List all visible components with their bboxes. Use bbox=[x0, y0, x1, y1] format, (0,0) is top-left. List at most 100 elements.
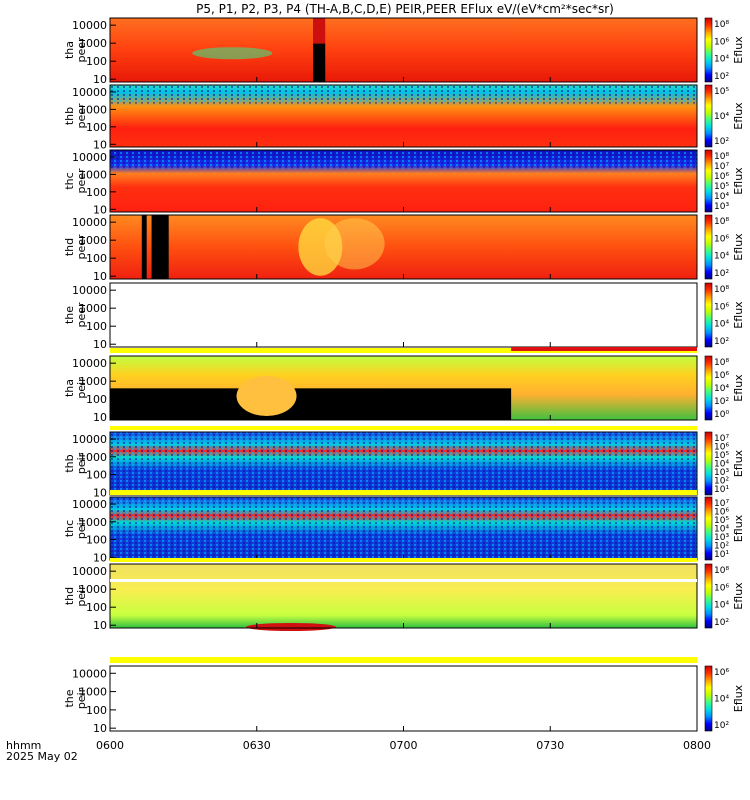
y-tick-label: 10 bbox=[93, 338, 107, 351]
colorbar-tick-label: 10⁶ bbox=[714, 371, 729, 381]
colorbar-tick-label: 10⁸ bbox=[714, 358, 729, 368]
status-bar bbox=[110, 558, 697, 562]
colorbar bbox=[704, 665, 713, 732]
y-tick-label: 10 bbox=[93, 486, 107, 499]
colorbar-tick-label: 10⁰ bbox=[714, 410, 729, 420]
y-tick-label: 10 bbox=[93, 619, 107, 632]
colorbar-tick-label: 10⁷ bbox=[714, 499, 729, 509]
colorbar-tick-label: 10⁸ bbox=[714, 152, 729, 162]
panel-frame bbox=[109, 282, 698, 348]
colorbar-tick-label: 10⁶ bbox=[714, 302, 729, 312]
spectrogram-area bbox=[110, 564, 697, 628]
spectrogram-area bbox=[110, 18, 697, 82]
colorbar-tick-label: 10¹ bbox=[714, 550, 729, 560]
y-tick-label: 1000 bbox=[79, 375, 107, 388]
y-tick-label: 100 bbox=[86, 186, 107, 199]
panel-thb-peir: 10 100 1000 10000 thb peir 10¹10²10³10⁴10⁵10⁶1… bbox=[63, 431, 745, 499]
colorbar-tick-label: 10³ bbox=[714, 202, 729, 212]
y-tick-label: 10 bbox=[93, 270, 107, 283]
colorbar-tick-label: 10⁶ bbox=[714, 37, 729, 47]
colorbar bbox=[704, 282, 713, 348]
colorbar-tick-label: 10⁴ bbox=[714, 525, 729, 535]
time-axis: hhmm 2025 May 02 0600 0630 0700 0730 0800 bbox=[6, 739, 711, 763]
y-tick-label: 1000 bbox=[79, 451, 107, 464]
colorbar-tick-label: 10⁶ bbox=[714, 508, 729, 518]
colorbar-tick-label: 10² bbox=[714, 397, 729, 407]
noise-texture bbox=[110, 497, 697, 560]
colorbar-tick-label: 10² bbox=[714, 477, 729, 487]
colorbar-tick-label: 10⁵ bbox=[714, 451, 729, 461]
panel-ylabel: thd bbox=[63, 238, 76, 256]
panel-frame bbox=[109, 149, 698, 213]
colorbar-tick-label: 10² bbox=[714, 137, 729, 147]
colorbar-tick-label: 10⁵ bbox=[714, 87, 729, 97]
colorbar-tick-label: 10⁸ bbox=[714, 566, 729, 576]
colorbar-tick-label: 10⁶ bbox=[714, 172, 729, 182]
colorbar-tick-label: 10² bbox=[714, 542, 729, 552]
colorbar bbox=[704, 149, 713, 213]
colorbar-label: Eflux bbox=[732, 684, 745, 712]
panel-ylabel: thd bbox=[63, 587, 76, 605]
panel-ylabel: thc bbox=[63, 520, 76, 537]
panel-thc-peer: 10 100 1000 10000 thc peer 10³10⁴10⁵10⁶10⁷10⁸E… bbox=[63, 149, 745, 216]
panel-frame bbox=[109, 17, 698, 83]
colorbar-tick-label: 10² bbox=[714, 721, 729, 731]
panel-ylabel: peir bbox=[75, 687, 88, 709]
panel-ylabel: thc bbox=[63, 172, 76, 189]
colorbar-tick-label: 10⁸ bbox=[714, 217, 729, 227]
x-tick-label: 0630 bbox=[243, 739, 271, 752]
panel-ylabel: the bbox=[63, 689, 76, 707]
colorbar-tick-label: 10⁷ bbox=[714, 162, 729, 172]
colorbar-label: Eflux bbox=[732, 36, 745, 64]
y-tick-label: 1000 bbox=[79, 516, 107, 529]
colorbar-tick-label: 10⁶ bbox=[714, 668, 729, 678]
colorbar-tick-label: 10⁸ bbox=[714, 20, 729, 30]
y-tick-label: 100 bbox=[86, 601, 107, 614]
status-bar bbox=[110, 426, 697, 430]
colorbar-label: Eflux bbox=[732, 301, 745, 329]
status-bar bbox=[110, 657, 697, 663]
x-tick-label: 0730 bbox=[536, 739, 564, 752]
status-bar bbox=[110, 490, 697, 495]
x-axis-label-date: 2025 May 02 bbox=[6, 750, 78, 763]
y-tick-label: 10000 bbox=[72, 151, 107, 164]
x-tick-label: 0800 bbox=[683, 739, 711, 752]
colorbar-tick-label: 10⁶ bbox=[714, 234, 729, 244]
x-axis-label-hhmm: hhmm bbox=[6, 739, 41, 752]
y-tick-label: 1000 bbox=[79, 234, 107, 247]
y-tick-label: 10000 bbox=[72, 357, 107, 370]
panel-ylabel: peir bbox=[75, 377, 88, 399]
status-bar-red bbox=[511, 347, 697, 351]
panel-ylabel: peir bbox=[75, 452, 88, 474]
panel-frame bbox=[109, 665, 698, 732]
y-tick-label: 1000 bbox=[79, 37, 107, 50]
colorbar bbox=[704, 563, 713, 629]
status-bar-white bbox=[110, 579, 697, 582]
panel-thc-peir: 10 100 1000 10000 thc peir 10¹10²10³10⁴10⁵10⁶1… bbox=[63, 496, 745, 564]
y-tick-label: 100 bbox=[86, 704, 107, 717]
colorbar-tick-label: 10⁴ bbox=[714, 112, 729, 122]
spectrogram-area bbox=[110, 283, 697, 347]
colorbar-label: Eflux bbox=[732, 102, 745, 130]
y-tick-label: 10000 bbox=[72, 216, 107, 229]
data-gap bbox=[313, 43, 326, 82]
noise-texture bbox=[110, 432, 697, 495]
panel-ylabel: peer bbox=[75, 302, 88, 328]
noise-texture bbox=[110, 150, 697, 169]
x-tick-label: 0600 bbox=[96, 739, 124, 752]
y-tick-label: 1000 bbox=[79, 302, 107, 315]
y-tick-label: 1000 bbox=[79, 686, 107, 699]
panel-tha-peir: 10 100 1000 10000 tha peir 10⁰ 10² 10⁴ 10⁶ 10⁸Eflu… bbox=[63, 355, 745, 424]
y-tick-label: 100 bbox=[86, 534, 107, 547]
panel-ylabel: the bbox=[63, 306, 76, 324]
spectrogram-area bbox=[110, 666, 697, 731]
y-tick-label: 10000 bbox=[72, 433, 107, 446]
y-tick-label: 10000 bbox=[72, 498, 107, 511]
y-tick-label: 10 bbox=[93, 411, 107, 424]
y-tick-label: 1000 bbox=[79, 168, 107, 181]
colorbar-tick-label: 10⁸ bbox=[714, 285, 729, 295]
y-tick-label: 1000 bbox=[79, 103, 107, 116]
